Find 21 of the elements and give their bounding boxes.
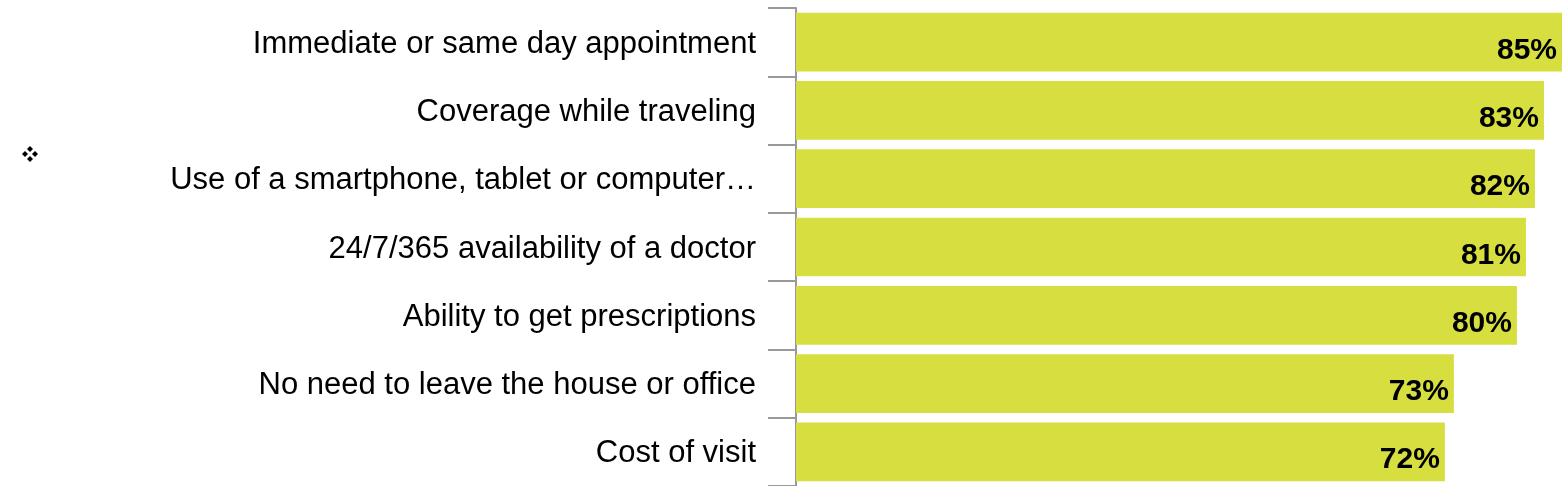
y-tick-label: Ability to get prescriptions — [402, 297, 756, 333]
y-tick-label: 24/7/365 availability of a doctor — [328, 229, 756, 265]
y-tick-label: Cost of visit — [595, 434, 757, 470]
data-label: 83% — [1478, 99, 1539, 133]
bar — [796, 12, 1562, 72]
y-tick-label: Coverage while traveling — [416, 92, 756, 128]
y-tick-label: Immediate or same day appointment — [252, 24, 757, 60]
bar — [796, 422, 1445, 482]
data-label: 85% — [1496, 31, 1557, 65]
data-label: 80% — [1451, 304, 1512, 338]
data-label: 72% — [1379, 441, 1440, 475]
bar — [796, 354, 1454, 413]
bar — [796, 81, 1544, 140]
bar — [796, 149, 1535, 209]
y-tick-label: Use of a smartphone, tablet or computer… — [170, 161, 756, 197]
data-label: 73% — [1388, 373, 1449, 407]
data-label: 82% — [1469, 168, 1530, 202]
bar — [796, 285, 1517, 345]
bar — [796, 217, 1526, 277]
y-tick-label: No need to leave the house or office — [258, 366, 756, 402]
data-label: 81% — [1460, 236, 1521, 270]
